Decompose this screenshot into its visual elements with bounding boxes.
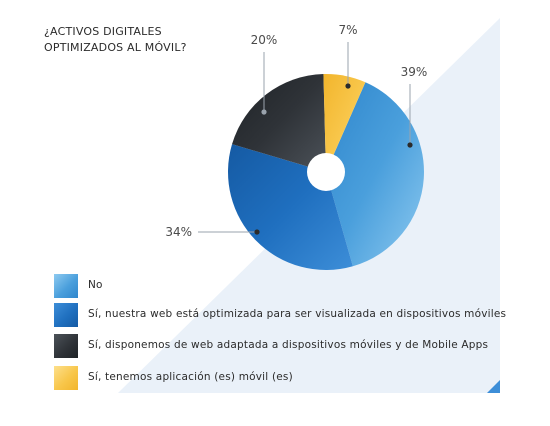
leader-dot-no	[407, 142, 413, 148]
leader-dot-web-optimizada	[254, 229, 260, 235]
data-label-no: 39%	[401, 65, 428, 79]
data-label-web-optimizada: 34%	[165, 225, 192, 239]
data-label-aplicacion-movil: 7%	[338, 23, 357, 37]
legend-label-aplicacion-movil: Sí, tenemos aplicación (es) móvil (es)	[88, 371, 293, 383]
legend-label-web-optimizada: Sí, nuestra web está optimizada para ser…	[88, 308, 507, 320]
leader-dot-web-y-apps	[261, 109, 267, 115]
legend-swatch-aplicacion-movil	[54, 366, 78, 390]
labels-group: 39% 34% 20% 7%	[165, 23, 427, 239]
legend-swatch-web-y-apps	[54, 334, 78, 358]
legend-label-web-y-apps: Sí, disponemos de web adaptada a disposi…	[88, 339, 489, 351]
pie-slice-no	[326, 82, 424, 267]
legend-label-no: No	[88, 279, 103, 291]
leader-dot-aplicacion-movil	[345, 83, 351, 89]
chart-title-line-1: ¿ACTIVOS DIGITALES	[44, 25, 162, 38]
chart-title-line-2: OPTIMIZADOS AL MÓVIL?	[44, 41, 187, 54]
legend-item-web-optimizada: Sí, nuestra web está optimizada para ser…	[54, 303, 514, 327]
pie-slice-web-y-apps	[232, 74, 326, 172]
legend-swatch-web-optimizada	[54, 303, 78, 327]
legend-item-aplicacion-movil: Sí, tenemos aplicación (es) móvil (es)	[54, 366, 514, 390]
legend-swatch-no	[54, 274, 78, 298]
corner-accent-shape	[487, 380, 500, 393]
pie-slice-aplicacion-movil	[323, 73, 366, 172]
data-label-web-y-apps: 20%	[251, 33, 278, 47]
legend-item-web-y-apps: Sí, disponemos de web adaptada a disposi…	[54, 334, 514, 358]
donut-hole	[307, 153, 345, 191]
chart-title: ¿ACTIVOS DIGITALES OPTIMIZADOS AL MÓVIL?	[44, 24, 244, 56]
legend-item-no: No	[54, 274, 514, 298]
